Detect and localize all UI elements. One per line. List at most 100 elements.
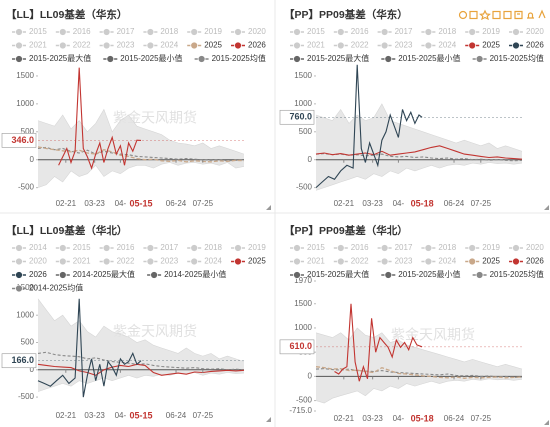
legend-item[interactable]: 2018 (143, 27, 179, 36)
legend-item[interactable]: 2024 (421, 41, 457, 50)
legend-item[interactable]: 2024 (143, 41, 179, 50)
legend-icon (234, 41, 242, 50)
legend-item[interactable]: 2020 (509, 243, 544, 252)
series-line (315, 153, 523, 162)
legend-item[interactable]: 2020 (12, 257, 47, 266)
legend-icon (102, 28, 111, 36)
legend-icon (234, 28, 242, 36)
legend-item[interactable]: 2021 (55, 257, 91, 266)
legend-item[interactable]: 2016 (333, 27, 369, 36)
watermark: 紫金天风期货 (113, 323, 197, 339)
legend-item[interactable]: 2024 (421, 257, 457, 266)
legend-item[interactable]: 2017 (143, 243, 179, 252)
legend-item[interactable]: 2023 (99, 41, 135, 50)
legend-item[interactable]: 2025 (465, 257, 501, 266)
legend-item[interactable]: 2015-2025最大值 (290, 53, 369, 63)
table-icon[interactable] (492, 10, 501, 20)
legend-item[interactable]: 2015 (12, 27, 47, 36)
legend-item[interactable]: 2026 (509, 257, 544, 266)
legend-icon (468, 257, 477, 266)
x-tick-label: 07-25 (471, 414, 492, 423)
legend-item[interactable]: 2020 (231, 27, 266, 36)
y-tick-label: 500 (21, 127, 35, 136)
legend-item[interactable]: 2018 (421, 243, 457, 252)
series-line (37, 146, 245, 162)
legend-item[interactable]: 2022 (333, 41, 369, 50)
legend-item[interactable]: 2022 (333, 257, 369, 266)
y-tick-label: 1000 (294, 323, 312, 332)
legend-icon (58, 244, 67, 252)
legend-item[interactable]: 2020 (509, 27, 544, 36)
legend-item[interactable]: 2015-2025最小值 (381, 53, 461, 63)
legend-item[interactable]: 2022 (55, 41, 91, 50)
legend-icon (475, 271, 484, 279)
legend-item[interactable]: 2016 (99, 243, 135, 252)
legend-item[interactable]: 2022 (99, 257, 135, 266)
legend-item[interactable]: 2021 (290, 41, 325, 50)
legend-item[interactable]: 2017 (99, 27, 135, 36)
legend-item[interactable]: 2019 (231, 243, 266, 252)
legend-label: 2015 (307, 27, 325, 36)
legend-item[interactable]: 2026 (12, 270, 47, 279)
legend-item[interactable]: 2014 (12, 243, 47, 252)
refresh-icon[interactable] (458, 10, 468, 20)
legend-item[interactable]: 2023 (377, 41, 413, 50)
legend-item[interactable]: 2018 (421, 27, 457, 36)
bell-icon[interactable] (527, 12, 534, 19)
legend-icon (384, 55, 393, 63)
legend-item[interactable]: 2024 (187, 257, 223, 266)
legend-item[interactable]: 2023 (143, 257, 179, 266)
legend-item[interactable]: 2016 (333, 243, 369, 252)
legend-item[interactable]: 2015-2025均值 (472, 53, 544, 63)
cursor-y-box (1, 353, 37, 369)
legend-item[interactable]: 2014-2025最大值 (55, 269, 135, 279)
zoom-icon[interactable] (469, 10, 478, 20)
legend-icon (15, 271, 23, 279)
legend-item[interactable]: 2015-2025最小值 (381, 269, 461, 279)
legend-label: 2015-2025最大值 (307, 53, 369, 63)
legend-item[interactable]: 2026 (509, 41, 544, 50)
legend-item[interactable]: 2017 (377, 243, 413, 252)
legend-item[interactable]: 2015 (290, 27, 325, 36)
cursor-y-label: 610.0 (289, 341, 312, 351)
legend-item[interactable]: 2016 (55, 27, 91, 36)
legend-item[interactable]: 2021 (290, 257, 325, 266)
series-line (315, 368, 523, 378)
legend-item[interactable]: 2015-2025均值 (472, 269, 544, 279)
legend-item[interactable]: 2025 (465, 41, 501, 50)
legend-item[interactable]: 2017 (377, 27, 413, 36)
legend-item[interactable]: 2015-2025均值 (194, 53, 266, 63)
save-icon[interactable] (514, 10, 523, 20)
legend-icon (336, 28, 345, 36)
legend-item[interactable]: 2025 (187, 41, 223, 50)
legend-item[interactable]: 2015-2025最大值 (290, 269, 369, 279)
x-tick-label: 02-21 (56, 411, 77, 420)
series-line (37, 372, 245, 392)
legend-icon (293, 55, 301, 63)
legend-icon (146, 244, 155, 252)
legend-item[interactable]: 2019 (465, 27, 501, 36)
chart-panel: 【LL】LL09基差（华东） 紫金天风期货 -500 0 500 1000 1500 02-2… (1, 8, 271, 210)
legend-item[interactable]: 2015-2025最大值 (12, 53, 91, 63)
legend-label: 2015-2025均值 (212, 53, 266, 63)
legend-icon (380, 244, 389, 252)
legend-item[interactable]: 2025 (231, 257, 266, 266)
legend-item[interactable]: 2015 (290, 243, 325, 252)
chart-icon[interactable] (503, 10, 512, 20)
legend-item[interactable]: 2026 (231, 41, 266, 50)
legend-item[interactable]: 2014-2025均值 (12, 283, 83, 293)
legend-item[interactable]: 2021 (12, 41, 47, 50)
range-band (316, 103, 522, 191)
legend-item[interactable]: 2019 (465, 243, 501, 252)
star-icon[interactable] (479, 9, 491, 21)
legend-item[interactable]: 2019 (187, 27, 223, 36)
legend-item[interactable]: 2014-2025最小值 (147, 269, 226, 279)
more-icon[interactable] (538, 9, 546, 19)
legend-item[interactable]: 2023 (377, 257, 413, 266)
legend-icon (380, 28, 389, 36)
legend-icon (102, 244, 111, 252)
legend-label: 2015-2025均值 (490, 53, 544, 63)
legend-item[interactable]: 2018 (187, 243, 223, 252)
legend-item[interactable]: 2015 (55, 243, 91, 252)
legend-item[interactable]: 2015-2025最小值 (103, 53, 183, 63)
